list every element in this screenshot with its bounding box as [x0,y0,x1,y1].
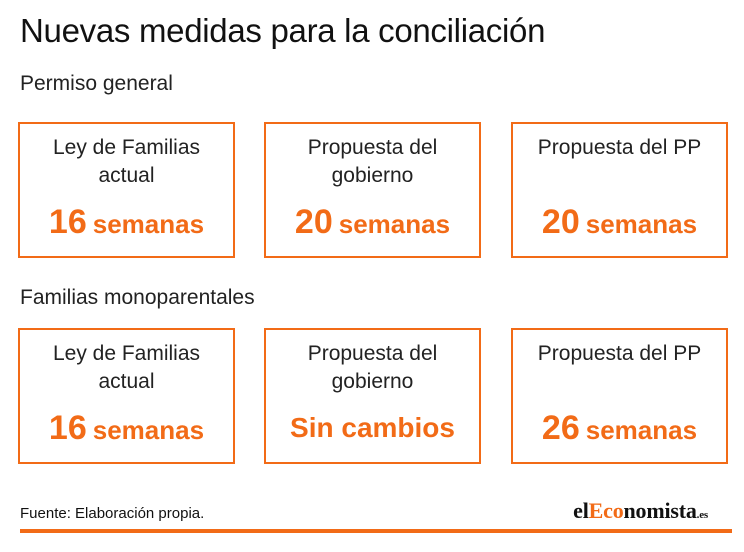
card-value: 26 semanas [513,408,726,448]
cards-row-familias-monoparentales: Ley de Familias actual 16 semanas Propues… [18,328,728,464]
section-label-permiso-general: Permiso general [20,72,173,95]
value-text: Sin cambios [290,412,455,443]
value-number: 20 [294,203,333,241]
card-label: Propuesta del gobierno [307,342,438,393]
section-label-familias-monoparentales: Familias monoparentales [20,286,255,309]
value-unit: semanas [585,209,698,239]
publisher-logo: elEconomista.es [573,498,708,524]
card-value: 16 semanas [20,408,233,448]
card-value: 20 semanas [513,202,726,242]
page-title: Nuevas medidas para la conciliación [20,12,546,49]
value-number: 20 [541,203,580,241]
value-unit: semanas [338,209,451,239]
card-label: Ley de Familias actual [52,136,201,187]
card-propuesta-pp: Propuesta del PP 20 semanas [511,122,728,258]
cards-row-permiso-general: Ley de Familias actual 16 semanas Propues… [18,122,728,258]
value-number: 16 [48,409,87,447]
card-ley-familias-actual: Ley de Familias actual 16 semanas [18,328,235,464]
value-unit: semanas [92,415,205,445]
card-propuesta-gobierno: Propuesta del gobierno Sin cambios [264,328,481,464]
card-value: 20 semanas [266,202,479,242]
card-label: Propuesta del gobierno [307,136,438,187]
value-number: 16 [48,203,87,241]
card-value: Sin cambios [266,408,479,448]
logo-prefix: el [573,498,589,523]
card-propuesta-gobierno: Propuesta del gobierno 20 semanas [264,122,481,258]
card-ley-familias-actual: Ley de Familias actual 16 semanas [18,122,235,258]
logo-accent: Eco [588,498,624,523]
source-note: Fuente: Elaboración propia. [20,505,205,522]
card-label: Ley de Familias actual [52,342,201,393]
card-value: 16 semanas [20,202,233,242]
card-propuesta-pp: Propuesta del PP 26 semanas [511,328,728,464]
value-unit: semanas [585,415,698,445]
bottom-rule [20,529,732,533]
value-unit: semanas [92,209,205,239]
value-number: 26 [541,409,580,447]
logo-tld: .es [696,509,709,521]
card-label: Propuesta del PP [537,136,702,159]
card-label: Propuesta del PP [537,342,702,365]
logo-suffix: nomista [623,498,697,523]
